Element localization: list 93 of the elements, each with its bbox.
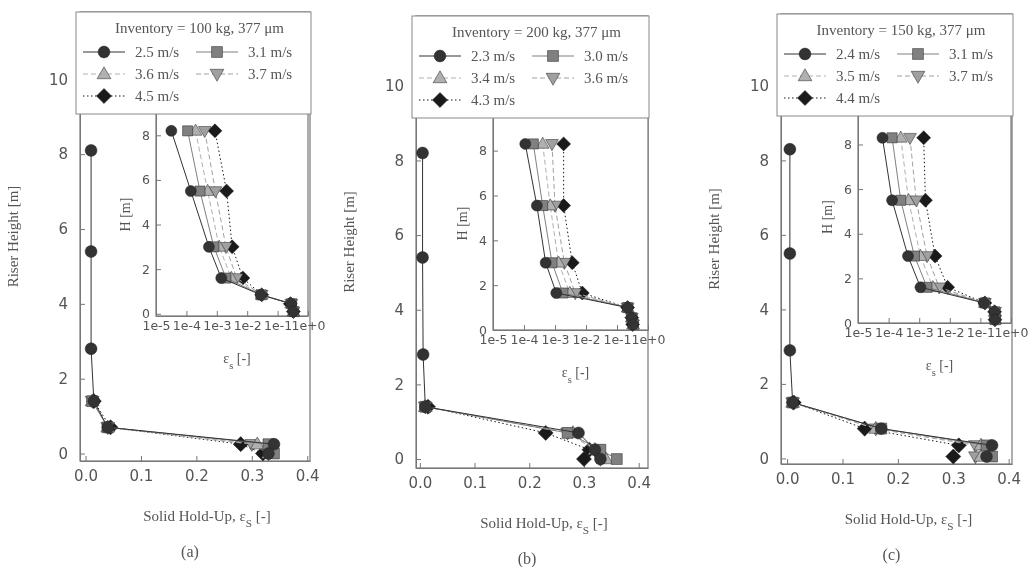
y-tick-label: 2 bbox=[759, 375, 769, 394]
x-tick-label: 0.0 bbox=[74, 466, 98, 485]
legend-label: 2.5 m/s bbox=[135, 44, 180, 60]
y-tick-label: 8 bbox=[479, 143, 488, 159]
legend-label: 3.5 m/s bbox=[836, 68, 881, 84]
x-tick-label: 0.2 bbox=[886, 469, 911, 488]
legend-label: 3.7 m/s bbox=[248, 66, 293, 82]
x-tick-label: 1e+0 bbox=[291, 318, 326, 334]
y-axis-title: H [m] bbox=[820, 200, 835, 234]
y-tick-label: 8 bbox=[759, 151, 769, 170]
y-axis-title: H [m] bbox=[118, 197, 133, 232]
x-axis-title: Solid Hold-Up, ε$_{S}$ [-] bbox=[143, 508, 271, 529]
x-tick-label: 0.4 bbox=[997, 469, 1022, 488]
legend-title: Inventory = 150 kg, 377 μm bbox=[816, 22, 986, 38]
x-tick-label: 1e-4 bbox=[172, 318, 201, 334]
x-tick-label: 0.3 bbox=[240, 466, 265, 485]
y-tick-label: 0 bbox=[759, 449, 769, 468]
x-tick-label: 0.0 bbox=[408, 473, 433, 492]
y-tick-label: 6 bbox=[142, 172, 151, 188]
y-tick-label: 4 bbox=[58, 295, 68, 314]
y-tick-label: 6 bbox=[479, 187, 488, 203]
legend-label: 4.4 m/s bbox=[836, 90, 881, 106]
x-tick-label: 1e-2 bbox=[572, 332, 601, 348]
x-tick-label: 1e-2 bbox=[233, 318, 262, 334]
y-tick-label: 10 bbox=[384, 77, 404, 96]
y-tick-label: 2 bbox=[844, 270, 852, 286]
y-tick-label: 8 bbox=[142, 127, 151, 143]
legend-label: 3.0 m/s bbox=[584, 48, 629, 64]
y-tick-label: 4 bbox=[844, 226, 853, 242]
y-tick-label: 0 bbox=[58, 444, 68, 463]
x-tick-label: 0.1 bbox=[129, 466, 154, 485]
x-tick-label: 1e-1 bbox=[966, 325, 995, 341]
legend-label: 4.3 m/s bbox=[471, 92, 516, 108]
x-tick-label: 1e-3 bbox=[541, 332, 570, 348]
legend-label: 3.6 m/s bbox=[584, 70, 629, 86]
x-tick-label: 1e-3 bbox=[905, 325, 934, 341]
text: (b) bbox=[517, 550, 537, 567]
x-tick-label: 0.0 bbox=[775, 469, 800, 488]
y-axis-title: Riser Height [m] bbox=[5, 185, 21, 288]
y-tick-label: 10 bbox=[749, 77, 769, 96]
x-tick-label: 0.1 bbox=[463, 473, 487, 492]
x-tick-label: 1e-4 bbox=[510, 332, 539, 348]
legend-label: 3.4 m/s bbox=[471, 70, 516, 86]
y-tick-label: 4 bbox=[479, 232, 488, 248]
x-tick-label: 0.4 bbox=[627, 473, 652, 492]
y-axis-title: Riser Height [m] bbox=[341, 191, 357, 293]
y-tick-label: 6 bbox=[58, 220, 68, 239]
y-axis-title: Riser Height [m] bbox=[706, 188, 722, 290]
y-axis-title: H [m] bbox=[455, 206, 470, 241]
legend-label: 3.7 m/s bbox=[949, 68, 994, 84]
legend-title: Inventory = 200 kg, 377 μm bbox=[452, 24, 622, 40]
x-axis-title: ε$_{s}$ [-] bbox=[925, 358, 954, 378]
y-tick-label: 2 bbox=[394, 375, 404, 394]
text: (c) bbox=[882, 546, 901, 564]
x-axis-title: ε$_{s}$ [-] bbox=[561, 365, 590, 385]
y-tick-label: 6 bbox=[759, 226, 769, 245]
x-tick-label: 0.2 bbox=[184, 466, 209, 485]
y-tick-label: 4 bbox=[142, 217, 151, 233]
x-tick-label: 1e-3 bbox=[203, 318, 232, 334]
legend-label: 3.1 m/s bbox=[248, 44, 293, 60]
text: (a) bbox=[181, 543, 199, 561]
x-tick-label: 0.2 bbox=[517, 473, 542, 492]
x-tick-label: 1e-1 bbox=[264, 318, 293, 334]
x-tick-label: 1e-4 bbox=[875, 325, 904, 341]
x-tick-label: 1e-2 bbox=[936, 325, 965, 341]
y-tick-label: 2 bbox=[142, 261, 150, 277]
legend-title: Inventory = 100 kg, 377 μm bbox=[115, 20, 285, 36]
x-tick-label: 0.4 bbox=[295, 466, 320, 485]
legend-label: 3.6 m/s bbox=[135, 66, 180, 82]
legend-label: 2.3 m/s bbox=[471, 48, 516, 64]
y-tick-label: 0 bbox=[394, 450, 404, 469]
y-tick-label: 8 bbox=[394, 151, 404, 170]
y-tick-label: 8 bbox=[58, 145, 68, 164]
y-tick-label: 2 bbox=[479, 277, 487, 293]
y-tick-label: 2 bbox=[58, 369, 68, 388]
y-tick-label: 6 bbox=[844, 181, 853, 197]
y-tick-label: 4 bbox=[394, 301, 404, 320]
y-tick-label: 10 bbox=[48, 70, 68, 89]
legend-label: 2.4 m/s bbox=[836, 46, 881, 62]
x-tick-label: 0.1 bbox=[831, 469, 855, 488]
x-axis-title: Solid Hold-Up, ε$_{S}$ [-] bbox=[844, 511, 973, 532]
x-tick-label: 0.3 bbox=[941, 469, 966, 488]
y-tick-label: 6 bbox=[394, 226, 404, 245]
x-tick-label: 1e-1 bbox=[603, 332, 632, 348]
legend-label: 3.1 m/s bbox=[949, 46, 994, 62]
legend-label: 4.5 m/s bbox=[135, 88, 180, 104]
x-tick-label: 1e+0 bbox=[994, 325, 1029, 341]
x-axis-title: ε$_{s}$ [-] bbox=[223, 351, 251, 371]
y-tick-label: 8 bbox=[844, 136, 853, 152]
x-tick-label: 1e+0 bbox=[631, 332, 666, 348]
y-tick-label: 4 bbox=[759, 300, 769, 319]
x-tick-label: 0.3 bbox=[572, 473, 597, 492]
x-axis-title: Solid Hold-Up, ε$_{S}$ [-] bbox=[480, 515, 608, 536]
